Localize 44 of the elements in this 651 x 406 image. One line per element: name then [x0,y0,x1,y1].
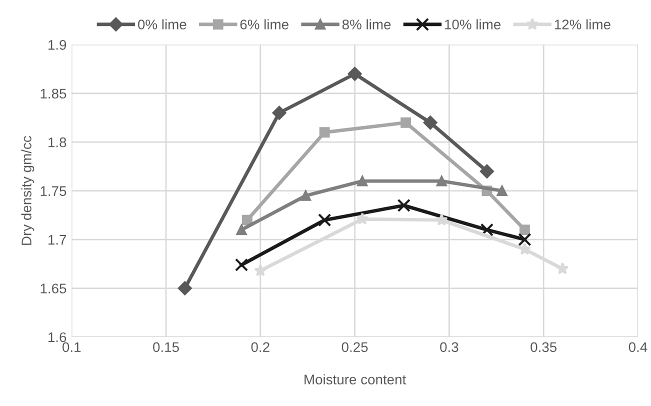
x-tick-label: 0.15 [153,342,179,352]
y-tick-label: 1.65 [40,284,66,294]
point [435,213,448,226]
point [496,186,508,196]
point [254,264,267,276]
point [319,127,330,138]
point [242,214,252,226]
legend-label: 12% lime [554,19,610,30]
y-tick-label: 1.6 [48,332,66,342]
point [518,232,532,246]
legend-label: 0% lime [138,19,186,30]
point [236,224,247,236]
point [397,198,410,212]
y-tick-label: 1.75 [40,186,66,196]
point [480,223,494,236]
x-tick-label: 0.25 [342,342,368,352]
y-tick-label: 1.7 [48,235,66,245]
x-axis-title: Moisture content [304,374,406,384]
x-tick-label: 0.3 [440,342,458,352]
legend-label: 6% lime [240,19,288,30]
x-tick-label: 0.1 [62,342,81,352]
y-axis-title: Dry density gm/cc [21,136,34,245]
point [356,212,369,225]
point [234,258,248,272]
point [272,106,286,120]
point [357,176,368,186]
point [436,176,447,186]
y-tick-label: 1.9 [48,40,66,50]
point [178,281,192,296]
point [480,164,494,178]
point [300,190,311,201]
x-tick-label: 0.2 [251,342,270,352]
x-tick-label: 0.35 [530,342,557,352]
point [348,66,362,81]
point [556,262,569,274]
x-tick-label: 0.4 [628,342,648,352]
legend-label: 8% lime [342,19,391,30]
y-tick-label: 1.8 [48,137,66,148]
legend-label: 10% lime [445,19,500,30]
y-tick-label: 1.85 [40,88,66,99]
point [423,116,438,130]
point [400,117,411,128]
point [519,224,530,236]
point [318,213,332,227]
